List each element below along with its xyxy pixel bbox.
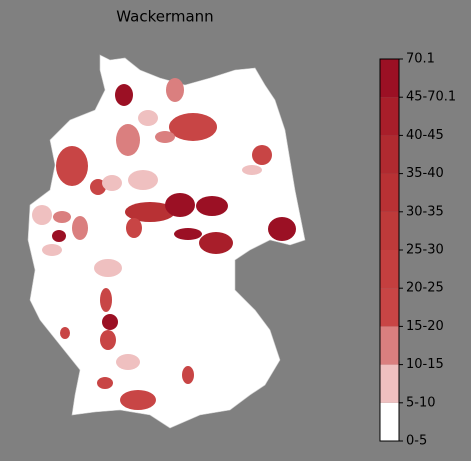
district [53, 211, 71, 223]
district [97, 377, 113, 389]
colorbar-tick-label: 0-5 [406, 434, 427, 449]
germany [27, 54, 306, 429]
district [60, 327, 70, 339]
district [116, 354, 140, 370]
district [102, 175, 122, 191]
colorbar-segment [380, 250, 399, 289]
country-outline [27, 54, 306, 429]
district [52, 230, 66, 242]
district [100, 288, 112, 312]
district [252, 145, 272, 165]
colorbar-segment [380, 288, 399, 327]
colorbar-tick-label: 5-10 [406, 395, 436, 410]
district [56, 146, 88, 186]
district [116, 124, 140, 156]
district [199, 232, 233, 254]
district [138, 110, 158, 126]
colorbar-segment [380, 97, 399, 136]
district [32, 205, 52, 225]
colorbar: 0-5 5-10 10-15 15-20 20-25 25-30 30-35 35-40 40-… [379, 52, 456, 449]
district [182, 366, 194, 384]
colorbar-tick-label: 30-35 [406, 204, 444, 219]
colorbar-segment [380, 364, 399, 403]
colorbar-tick-label: 35-40 [406, 166, 444, 181]
district [196, 196, 228, 216]
district [115, 84, 133, 106]
district [125, 202, 175, 222]
colorbar-segment [380, 173, 399, 212]
colorbar-segment [380, 211, 399, 250]
colorbar-tick-label: 25-30 [406, 243, 444, 258]
district [42, 244, 62, 256]
district [174, 228, 202, 240]
district [242, 165, 262, 175]
district [100, 330, 116, 350]
district [268, 217, 296, 241]
colorbar-tick-label: 15-20 [406, 319, 444, 334]
colorbar-segment [380, 326, 399, 365]
district [94, 259, 122, 277]
district [169, 113, 217, 141]
district [166, 78, 184, 102]
map-title: Wackermann [116, 8, 213, 26]
district [102, 314, 118, 330]
district [72, 216, 88, 240]
district [120, 390, 156, 410]
district [128, 170, 158, 190]
colorbar-segment [380, 59, 399, 98]
colorbar-tick-label: 20-25 [406, 281, 444, 296]
colorbar-segment [380, 135, 399, 174]
colorbar-tick-label: 70.1 [406, 52, 435, 67]
colorbar-tick-label: 45-70.1 [406, 90, 456, 105]
colorbar-tick-label: 10-15 [406, 357, 444, 372]
district [165, 193, 195, 217]
district [126, 218, 142, 238]
district [155, 131, 175, 143]
colorbar-segment [380, 402, 399, 441]
districts [32, 78, 296, 410]
colorbar-tick-label: 40-45 [406, 128, 444, 143]
